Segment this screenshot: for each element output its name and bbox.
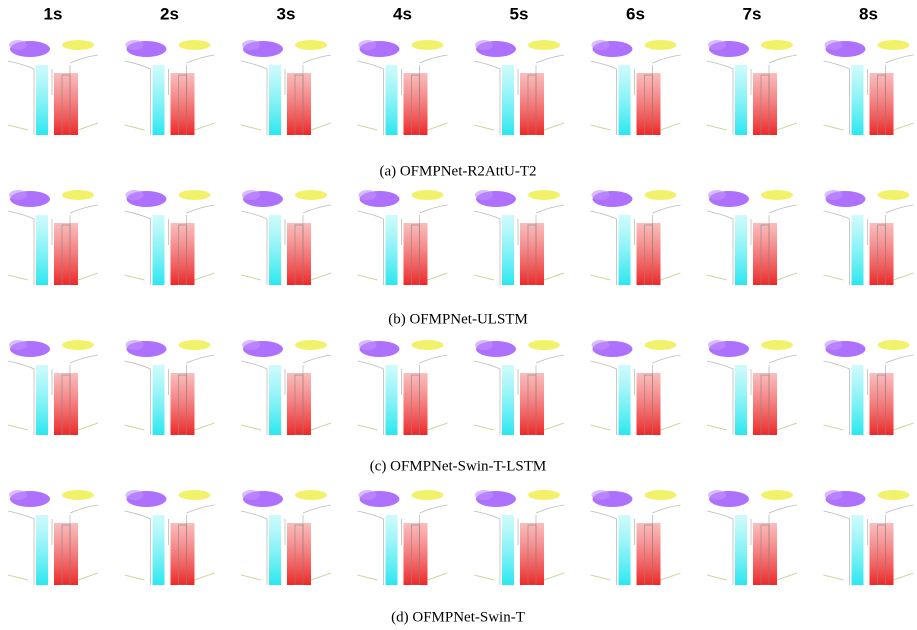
prediction-image — [591, 35, 681, 135]
prediction-image — [591, 335, 681, 435]
prediction-image — [591, 485, 681, 585]
prediction-image — [8, 335, 98, 435]
page: 1s 2s 3s 4s 5s 6s 7s 8s (a) OFMPNet-R2AttU-T2 (b… — [0, 0, 917, 630]
prediction-image — [358, 335, 448, 435]
panel-caption: (b) OFMPNet-ULSTM — [388, 311, 528, 327]
prediction-image — [8, 185, 98, 285]
column-header: 1s — [44, 4, 63, 23]
figure: 1s 2s 3s 4s 5s 6s 7s 8s (a) OFMPNet-R2AttU-T2 (b… — [0, 0, 917, 630]
column-header: 4s — [393, 4, 412, 23]
prediction-image — [824, 185, 914, 285]
prediction-image — [591, 185, 681, 285]
panel-caption: (a) OFMPNet-R2AttU-T2 — [379, 163, 536, 179]
column-header: 6s — [626, 4, 645, 23]
column-header: 3s — [277, 4, 296, 23]
prediction-image — [125, 35, 215, 135]
panel-caption: (c) OFMPNet-Swin-T-LSTM — [370, 458, 547, 474]
prediction-image — [707, 485, 797, 585]
prediction-image — [358, 485, 448, 585]
column-header: 8s — [859, 4, 878, 23]
column-header: 2s — [160, 4, 179, 23]
prediction-image — [824, 35, 914, 135]
panel-caption: (d) OFMPNet-Swin-T — [391, 609, 525, 625]
prediction-image — [474, 485, 564, 585]
prediction-image — [824, 485, 914, 585]
prediction-image — [358, 35, 448, 135]
prediction-image — [125, 335, 215, 435]
prediction-image — [241, 485, 331, 585]
prediction-image — [824, 335, 914, 435]
prediction-image — [474, 185, 564, 285]
column-header: 5s — [510, 4, 529, 23]
prediction-image — [707, 335, 797, 435]
prediction-image — [241, 185, 331, 285]
prediction-image — [125, 485, 215, 585]
prediction-image — [474, 335, 564, 435]
prediction-image — [8, 35, 98, 135]
prediction-image — [474, 35, 564, 135]
column-header: 7s — [743, 4, 762, 23]
prediction-image — [125, 185, 215, 285]
prediction-image — [241, 335, 331, 435]
prediction-image — [707, 185, 797, 285]
prediction-image — [358, 185, 448, 285]
prediction-image — [707, 35, 797, 135]
prediction-image — [241, 35, 331, 135]
prediction-image — [8, 485, 98, 585]
